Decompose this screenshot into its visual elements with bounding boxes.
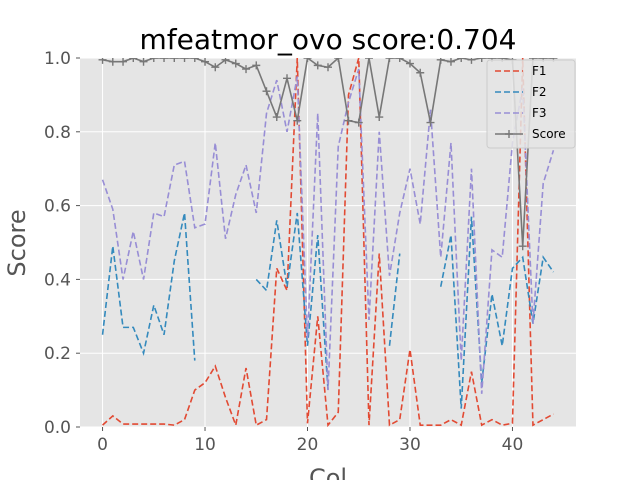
x-tick-label: 0 — [97, 435, 108, 455]
score-point — [98, 58, 107, 64]
score-point — [354, 118, 363, 127]
score-point — [262, 87, 271, 96]
f1-line — [102, 58, 554, 427]
score-point — [211, 63, 220, 72]
score-point — [160, 58, 169, 62]
y-tick-label: 0.2 — [44, 344, 71, 364]
ticks: 0 10 20 30 40 0.0 0.2 0.4 0.6 0.8 1.0 — [44, 49, 523, 455]
score-point — [149, 58, 158, 62]
score-point — [170, 58, 179, 62]
chart-title: mfeatmor_ovo score:0.704 — [140, 23, 517, 56]
score-point — [344, 116, 353, 125]
score-point — [457, 58, 466, 62]
score-point — [385, 58, 394, 62]
score-point — [119, 58, 128, 66]
score-point — [467, 58, 476, 64]
score-point — [283, 74, 292, 83]
y-tick-label: 0.0 — [44, 418, 71, 438]
legend-label-f1: F1 — [532, 64, 547, 78]
score-point — [405, 59, 414, 68]
legend-box — [486, 59, 576, 149]
legend-marker-score — [505, 130, 513, 138]
score-point — [395, 58, 404, 62]
score-point — [426, 118, 435, 127]
score-point — [436, 58, 445, 64]
score-point — [477, 58, 486, 62]
y-axis-label: Score — [3, 209, 31, 276]
legend: F1 F2 F3 Score — [486, 59, 576, 149]
score-point — [201, 58, 210, 66]
score-point — [324, 63, 332, 72]
score-point — [108, 58, 117, 66]
score-point — [252, 61, 261, 70]
score-point — [231, 59, 240, 68]
score-point — [129, 58, 138, 62]
score-point — [139, 58, 148, 66]
score-point — [190, 58, 199, 62]
legend-label-score: Score — [532, 127, 566, 141]
y-tick-label: 0.8 — [44, 123, 71, 143]
y-tick-label: 0.4 — [44, 270, 71, 290]
x-tick-label: 30 — [399, 435, 421, 455]
y-tick-label: 0.6 — [44, 197, 71, 217]
score-point — [293, 116, 302, 125]
score-point — [416, 68, 425, 77]
f3-line — [101, 68, 555, 394]
score-point — [446, 58, 455, 66]
legend-label-f3: F3 — [532, 106, 547, 120]
x-tick-label: 40 — [502, 435, 524, 455]
y-tick-label: 1.0 — [44, 49, 71, 69]
score-point — [303, 58, 312, 62]
score-point — [221, 58, 230, 64]
score-point — [242, 65, 251, 74]
x-tick-label: 20 — [297, 435, 319, 455]
score-point — [334, 58, 343, 62]
score-point — [518, 242, 527, 251]
score-point — [272, 113, 281, 122]
legend-label-f2: F2 — [532, 85, 547, 99]
x-tick-label: 10 — [194, 435, 216, 455]
score-point — [375, 113, 384, 122]
score-point — [180, 58, 189, 62]
score-point — [364, 58, 373, 62]
f2-line — [101, 212, 555, 409]
x-axis-label: Col — [309, 464, 347, 480]
score-point — [313, 61, 322, 70]
